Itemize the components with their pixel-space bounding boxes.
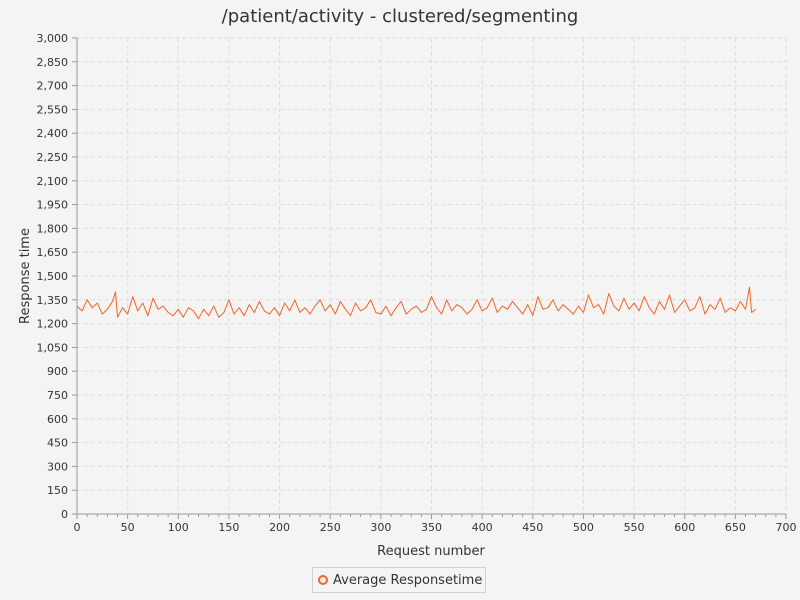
x-tick-label: 200 <box>269 521 290 534</box>
legend-marker-circle-icon <box>318 575 328 585</box>
x-tick-label: 700 <box>776 521 797 534</box>
y-tick-label: 2,400 <box>37 127 69 140</box>
y-tick-label: 2,850 <box>37 56 69 69</box>
legend-label: Average Responsetime <box>333 572 483 588</box>
y-tick-label: 1,500 <box>37 270 69 283</box>
y-tick-label: 1,650 <box>37 246 69 259</box>
series-line-average-responsetime <box>76 286 756 320</box>
x-tick-label: 400 <box>472 521 493 534</box>
x-tick-label: 150 <box>218 521 239 534</box>
grid-lines <box>76 37 787 515</box>
y-tick-label: 2,100 <box>37 175 69 188</box>
y-tick-label: 600 <box>47 413 68 426</box>
x-tick-label: 600 <box>674 521 695 534</box>
x-tick-label: 100 <box>168 521 189 534</box>
y-tick-label: 150 <box>47 484 68 497</box>
x-tick-label: 300 <box>370 521 391 534</box>
x-tick-label: 650 <box>725 521 746 534</box>
y-tick-label: 2,250 <box>37 151 69 164</box>
legend: Average Responsetime <box>312 567 486 593</box>
y-tick-label: 1,050 <box>37 341 69 354</box>
y-tick-label: 1,200 <box>37 318 69 331</box>
y-tick-label: 0 <box>61 508 68 521</box>
x-tick-label: 350 <box>421 521 442 534</box>
y-tick-label: 750 <box>47 389 68 402</box>
y-tick-label: 1,800 <box>37 222 69 235</box>
x-tick-label: 50 <box>121 521 135 534</box>
series-layer <box>76 286 756 320</box>
y-tick-label: 900 <box>47 365 68 378</box>
y-tick-label: 300 <box>47 460 68 473</box>
y-tick-label: 2,550 <box>37 103 69 116</box>
y-tick-label: 1,950 <box>37 199 69 212</box>
y-tick-label: 450 <box>47 437 68 450</box>
y-tick-label: 3,000 <box>37 32 69 45</box>
x-tick-label: 500 <box>573 521 594 534</box>
x-tick-label: 250 <box>320 521 341 534</box>
y-tick-label: 2,700 <box>37 80 69 93</box>
x-tick-label: 450 <box>522 521 543 534</box>
x-axis-ticks: 0 50 100 150 200 250 300 350 400 450 500 550 600 650 7… <box>74 514 797 534</box>
x-tick-label: 550 <box>624 521 645 534</box>
x-tick-label: 0 <box>74 521 81 534</box>
y-tick-label: 1,350 <box>37 294 69 307</box>
chart-title: /patient/activity - clustered/segmenting <box>221 6 579 27</box>
x-axis-title: Request number <box>377 544 485 559</box>
y-axis-title: Response time <box>18 228 33 324</box>
y-axis-ticks: 0 150 300 450 600 750 900 1,050 1,200 1,350 1,500 1… <box>37 32 77 521</box>
